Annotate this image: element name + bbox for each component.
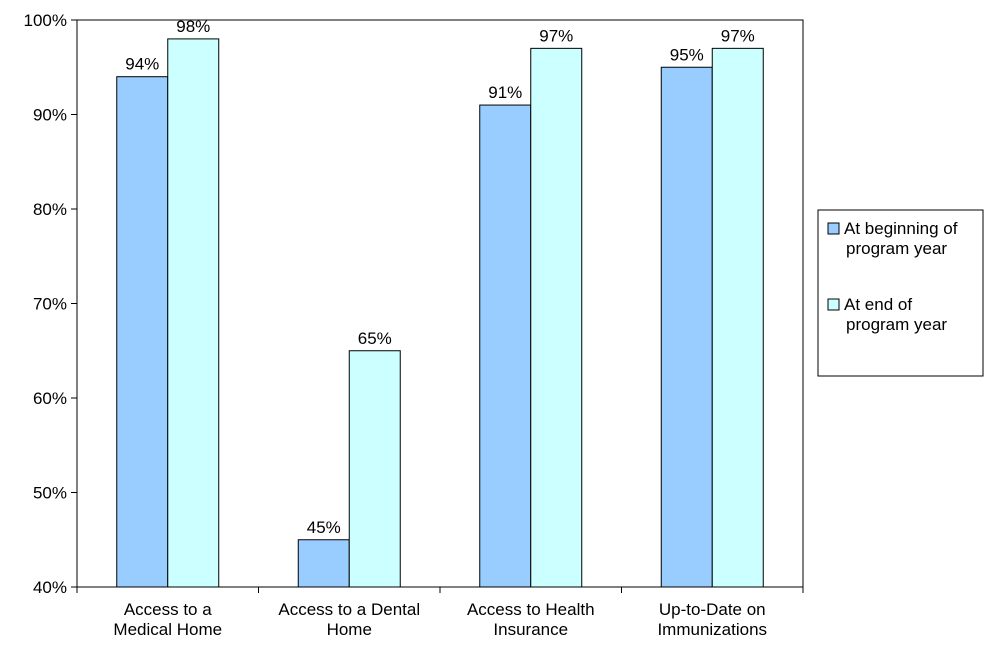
y-tick-label: 80% xyxy=(33,200,67,219)
y-tick-label: 40% xyxy=(33,578,67,597)
bar xyxy=(530,47,583,588)
x-tick-label: Access to a Dental Home xyxy=(278,600,420,639)
bar xyxy=(711,47,764,588)
data-label: 95% xyxy=(670,45,704,64)
data-label: 97% xyxy=(539,26,573,45)
legend-box xyxy=(817,209,984,377)
x-tick-label: Up-to-Date on Immunizations xyxy=(657,600,767,639)
y-tick-label: 90% xyxy=(33,106,67,125)
data-label: 98% xyxy=(176,17,210,36)
data-label: 45% xyxy=(307,518,341,537)
legend-label: At end of program year xyxy=(844,295,947,334)
bar xyxy=(297,539,350,588)
y-tick-label: 70% xyxy=(33,295,67,314)
data-label: 97% xyxy=(721,26,755,45)
bar xyxy=(479,104,532,588)
bar xyxy=(660,66,713,588)
y-tick-label: 60% xyxy=(33,389,67,408)
legend: At beginning of program year At end of prog… xyxy=(817,209,984,377)
y-tick-label: 50% xyxy=(33,484,67,503)
plot-area: 40% 50% 60% 70% 80% 90% 100% Access to a Medical… xyxy=(24,11,804,639)
x-tick-label: Access to a Medical Home xyxy=(113,600,222,639)
bar xyxy=(167,38,220,588)
data-label: 91% xyxy=(488,83,522,102)
data-label: 65% xyxy=(358,329,392,348)
legend-swatch xyxy=(827,222,840,235)
bar xyxy=(116,76,169,588)
legend-swatch xyxy=(827,298,840,311)
x-tick-label: Access to Health Insurance xyxy=(467,600,595,639)
bar xyxy=(348,350,401,588)
legend-label: At beginning of program year xyxy=(844,219,958,258)
y-tick-label: 100% xyxy=(24,11,67,30)
data-label: 94% xyxy=(125,55,159,74)
